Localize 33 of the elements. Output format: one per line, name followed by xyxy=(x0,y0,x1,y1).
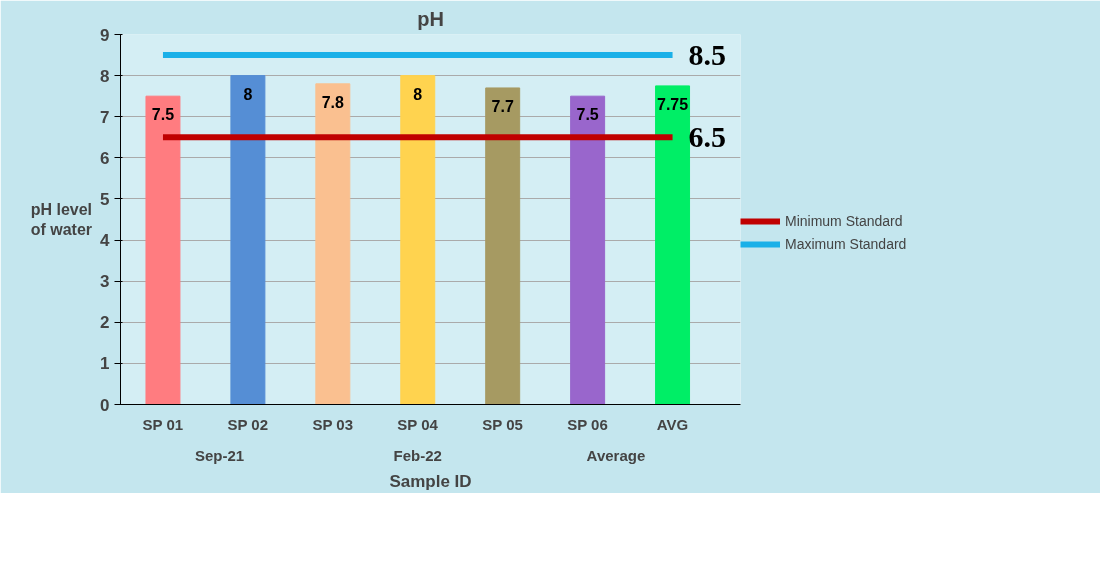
x-tick-label: SP 06 xyxy=(567,415,608,433)
x-axis-title: Sample ID xyxy=(389,471,472,491)
x-tick-label: SP 05 xyxy=(482,415,523,433)
text: Feb-22 xyxy=(393,446,442,464)
y-axis-title: pH level of water xyxy=(30,200,93,239)
data-label: 7.7 xyxy=(491,97,514,115)
text: Average xyxy=(586,446,646,464)
y-tick-label: 0 xyxy=(100,395,110,415)
x-tick-label: AVG xyxy=(656,415,689,433)
y-tick-label: 6 xyxy=(100,148,110,168)
x-tick-label: SP 03 xyxy=(312,415,353,433)
y-tick-label: 4 xyxy=(100,231,111,251)
data-label: 7.75 xyxy=(656,95,689,113)
y-tick-label: 7 xyxy=(100,107,110,127)
x-tick-label: SP 02 xyxy=(227,415,269,433)
data-label: 7.5 xyxy=(151,106,175,124)
y-tick-label: 8 xyxy=(100,66,110,86)
data-label: 8 xyxy=(413,85,423,103)
data-label: 8 xyxy=(243,85,253,103)
x-tick-label: SP 01 xyxy=(142,415,184,433)
data-label: 7.8 xyxy=(321,93,345,111)
legend-label: Minimum Standard xyxy=(785,213,903,229)
y-tick-label: 2 xyxy=(100,313,110,333)
legend-label: Maximum Standard xyxy=(785,236,907,252)
y-tick-label: 9 xyxy=(100,25,110,45)
data-label: 7.5 xyxy=(576,106,599,124)
y-tick-label: 1 xyxy=(100,354,110,374)
y-tick-label: 5 xyxy=(100,189,110,209)
text: Sep-21 xyxy=(194,446,245,464)
y-tick-label: 3 xyxy=(100,272,110,292)
chart-title: pH xyxy=(417,7,444,30)
data-label: 8.5 xyxy=(688,37,727,71)
x-tick-label: SP 04 xyxy=(397,415,439,433)
